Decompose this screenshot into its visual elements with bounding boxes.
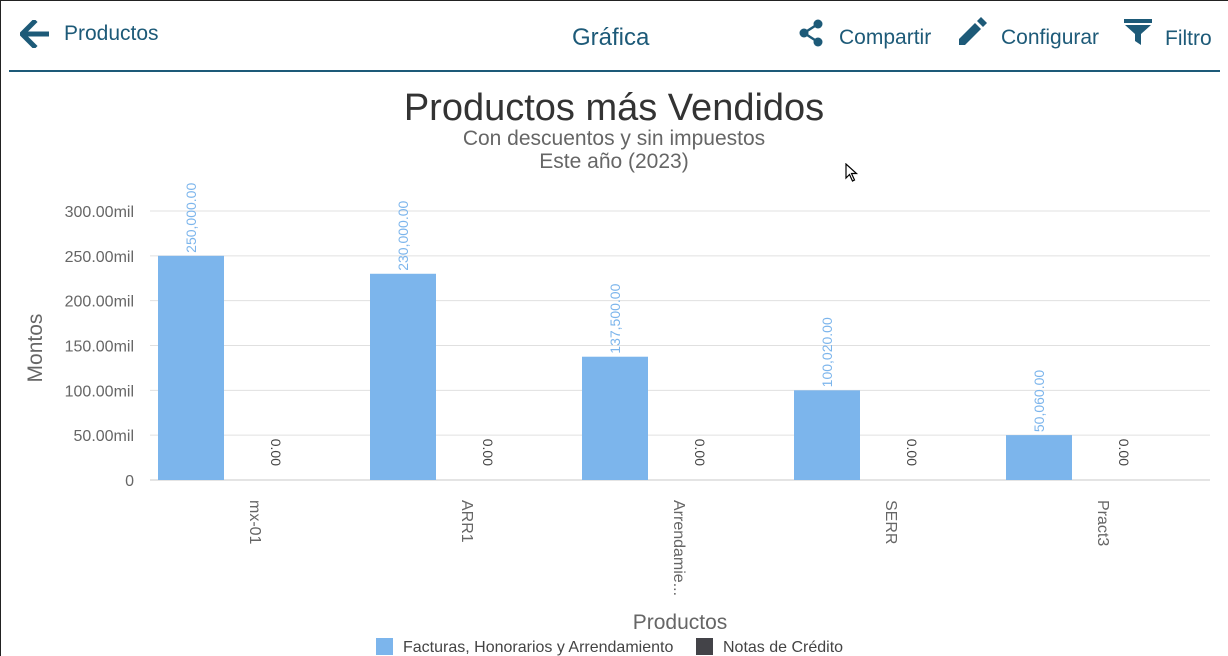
y-tick-label: 300.00mil — [65, 204, 134, 221]
legend-swatch — [376, 638, 393, 655]
data-label: 0.00 — [268, 439, 284, 466]
chart-subtitle: Este año (2023) — [539, 150, 688, 173]
x-tick-label: SERR — [882, 500, 899, 544]
share-label: Compartir — [839, 26, 932, 49]
x-tick-label: mx-01 — [246, 500, 263, 545]
x-tick-label: Arrendamie... — [670, 500, 687, 596]
back-button[interactable]: Productos — [20, 20, 159, 48]
configure-button[interactable]: Configurar — [955, 12, 1099, 50]
filter-label: Filtro — [1165, 27, 1212, 50]
bar — [1006, 435, 1072, 480]
pencil-icon — [955, 15, 987, 47]
mouse-cursor-icon — [845, 162, 859, 188]
back-label: Productos — [64, 22, 159, 45]
bar — [370, 273, 436, 480]
bar — [158, 255, 224, 480]
legend-label: Facturas, Honorarios y Arrendamiento — [403, 639, 673, 656]
x-tick-label: Pract3 — [1094, 500, 1111, 546]
data-label: 230,000.00 — [395, 200, 411, 270]
bar — [582, 356, 648, 480]
x-axis-title: Productos — [633, 611, 728, 634]
bar — [794, 390, 860, 480]
page-title: Gráfica — [572, 24, 650, 51]
data-label: 100,020.00 — [819, 317, 835, 387]
legend-swatch — [696, 638, 713, 655]
y-tick-label: 200.00mil — [65, 294, 134, 311]
configure-label: Configurar — [1001, 26, 1100, 49]
y-tick-label: 250.00mil — [65, 249, 134, 266]
data-label: 0.00 — [1116, 439, 1132, 466]
data-label: 50,060.00 — [1031, 370, 1047, 432]
chart-subtitle: Con descuentos y sin impuestos — [463, 127, 765, 150]
legend-label: Notas de Crédito — [723, 639, 843, 656]
y-axis-title: Montos — [24, 314, 47, 383]
filter-icon — [1123, 17, 1153, 47]
top-bar: Productos Gráfica Compartir Configurar — [0, 0, 1228, 72]
header-divider — [9, 70, 1220, 72]
y-tick-label: 150.00mil — [65, 339, 134, 356]
arrow-left-icon — [20, 20, 50, 48]
data-label: 0.00 — [904, 439, 920, 466]
y-tick-label: 0 — [125, 473, 134, 490]
data-label: 137,500.00 — [607, 283, 623, 353]
filter-button[interactable]: Filtro — [1123, 13, 1212, 51]
share-icon — [797, 19, 825, 47]
y-tick-label: 100.00mil — [65, 383, 134, 400]
chart-title: Productos más Vendidos — [404, 87, 824, 129]
data-label: 0.00 — [692, 439, 708, 466]
data-label: 250,000.00 — [183, 183, 199, 253]
x-tick-label: ARR1 — [458, 500, 475, 543]
data-label: 0.00 — [480, 439, 496, 466]
y-tick-label: 50.00mil — [74, 428, 134, 445]
share-button[interactable]: Compartir — [797, 16, 931, 50]
